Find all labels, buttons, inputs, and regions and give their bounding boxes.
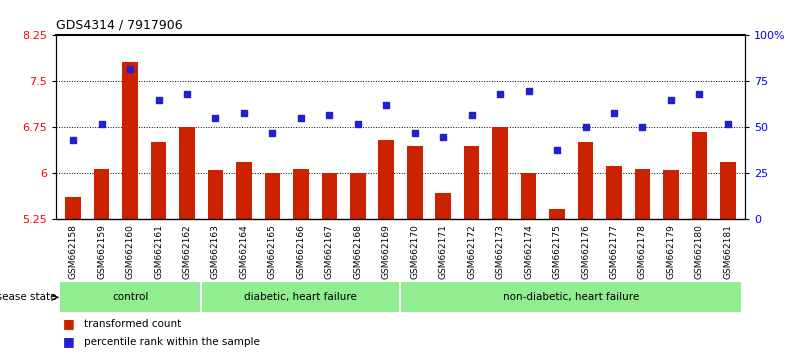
Bar	[549, 209, 565, 219]
Text: ■: ■	[63, 335, 74, 348]
Bar	[66, 197, 81, 219]
Bar	[151, 142, 167, 219]
Bar	[436, 193, 451, 219]
Bar	[691, 132, 707, 219]
Text: GSM662181: GSM662181	[723, 224, 732, 279]
Point	[493, 91, 506, 97]
Bar	[400, 281, 742, 313]
Text: GSM662172: GSM662172	[467, 224, 476, 279]
Text: GSM662178: GSM662178	[638, 224, 647, 279]
Text: GSM662160: GSM662160	[126, 224, 135, 279]
Bar	[578, 142, 594, 219]
Text: GSM662159: GSM662159	[97, 224, 106, 279]
Point	[722, 121, 735, 127]
Text: percentile rank within the sample: percentile rank within the sample	[83, 337, 260, 347]
Bar	[59, 281, 201, 313]
Bar	[293, 169, 308, 219]
Text: GSM662179: GSM662179	[666, 224, 675, 279]
Bar	[350, 173, 365, 219]
Point	[66, 137, 79, 143]
Point	[437, 134, 449, 139]
Bar	[264, 173, 280, 219]
Bar	[407, 146, 423, 219]
Point	[323, 112, 336, 118]
Text: GSM662170: GSM662170	[410, 224, 419, 279]
Bar	[663, 170, 678, 219]
Point	[636, 125, 649, 130]
Text: GSM662163: GSM662163	[211, 224, 220, 279]
Text: ■: ■	[63, 318, 74, 330]
Text: GSM662174: GSM662174	[524, 224, 533, 279]
Text: GSM662164: GSM662164	[239, 224, 248, 279]
Point	[579, 125, 592, 130]
Point	[380, 103, 392, 108]
Bar	[634, 169, 650, 219]
Text: GSM662161: GSM662161	[154, 224, 163, 279]
Point	[522, 88, 535, 93]
Bar	[378, 140, 394, 219]
Bar	[606, 166, 622, 219]
Text: GSM662158: GSM662158	[69, 224, 78, 279]
Text: GSM662177: GSM662177	[610, 224, 618, 279]
Point	[180, 91, 193, 97]
Point	[409, 130, 421, 136]
Text: disease state: disease state	[0, 292, 56, 302]
Text: GSM662168: GSM662168	[353, 224, 362, 279]
Point	[152, 97, 165, 103]
Point	[608, 110, 621, 115]
Bar	[179, 127, 195, 219]
Bar	[464, 146, 480, 219]
Point	[465, 112, 478, 118]
Point	[665, 97, 678, 103]
Bar	[720, 162, 735, 219]
Point	[693, 91, 706, 97]
Text: GSM662167: GSM662167	[325, 224, 334, 279]
Bar	[321, 173, 337, 219]
Text: transformed count: transformed count	[83, 319, 181, 329]
Point	[550, 147, 563, 152]
Text: GSM662166: GSM662166	[296, 224, 305, 279]
Text: diabetic, heart failure: diabetic, heart failure	[244, 292, 357, 302]
Text: GSM662165: GSM662165	[268, 224, 277, 279]
Bar	[201, 281, 400, 313]
Bar	[236, 162, 252, 219]
Text: GSM662180: GSM662180	[695, 224, 704, 279]
Point	[238, 110, 251, 115]
Text: GDS4314 / 7917906: GDS4314 / 7917906	[56, 19, 183, 32]
Text: control: control	[112, 292, 148, 302]
Text: GSM662173: GSM662173	[496, 224, 505, 279]
Text: GSM662162: GSM662162	[183, 224, 191, 279]
Point	[123, 66, 136, 72]
Point	[266, 130, 279, 136]
Text: GSM662169: GSM662169	[382, 224, 391, 279]
Text: GSM662175: GSM662175	[553, 224, 562, 279]
Point	[352, 121, 364, 127]
Bar	[94, 169, 110, 219]
Point	[209, 115, 222, 121]
Text: GSM662176: GSM662176	[581, 224, 590, 279]
Text: GSM662171: GSM662171	[439, 224, 448, 279]
Bar	[207, 170, 223, 219]
Bar	[493, 127, 508, 219]
Text: non-diabetic, heart failure: non-diabetic, heart failure	[503, 292, 639, 302]
Bar	[123, 62, 138, 219]
Point	[95, 121, 108, 127]
Point	[295, 115, 308, 121]
Bar	[521, 173, 537, 219]
